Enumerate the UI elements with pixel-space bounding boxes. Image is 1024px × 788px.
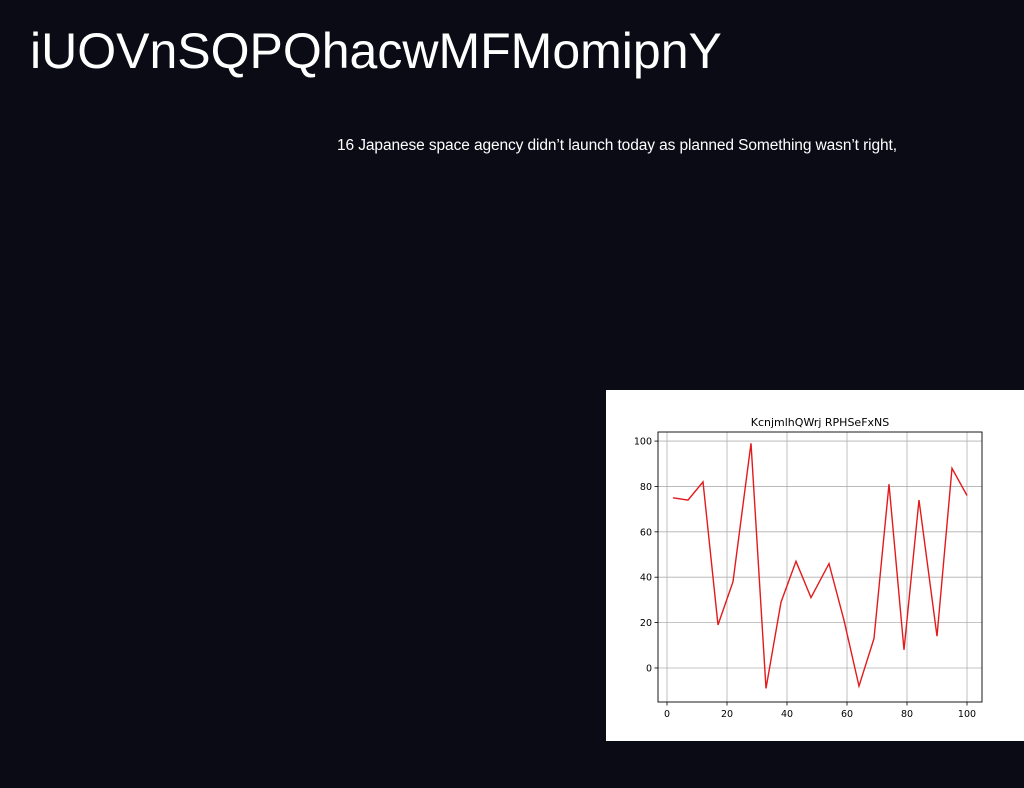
chart-grid: [658, 432, 982, 702]
headline-text: 16 Japanese space agency didn’t launch t…: [337, 137, 897, 154]
page-title: iUOVnSQPQhacwMFMomipnY: [30, 23, 722, 79]
x-tick-label: 0: [664, 709, 670, 720]
y-tick-label: 100: [634, 437, 652, 448]
y-tick-label: 20: [640, 618, 652, 629]
series-line: [672, 443, 968, 689]
line-chart: KcnjmlhQWrj RPHSeFxNS 0 20 40 60 80 100 0 20 40 6…: [634, 416, 983, 720]
x-tick-label: 80: [901, 709, 913, 720]
chart-series: [672, 443, 968, 689]
y-tick-label: 60: [640, 527, 652, 538]
chart-axes: 0 20 40 60 80 100 0 20 40 60 80 100: [634, 437, 976, 720]
x-tick-label: 60: [841, 709, 853, 720]
y-tick-label: 80: [640, 482, 652, 493]
x-tick-label: 100: [958, 709, 976, 720]
chart-title: KcnjmlhQWrj RPHSeFxNS: [751, 416, 890, 429]
chart-panel: KcnjmlhQWrj RPHSeFxNS 0 20 40 60 80 100 0 20 40 6…: [606, 390, 1024, 741]
x-tick-label: 20: [721, 709, 733, 720]
plot-frame: [657, 431, 983, 703]
y-tick-label: 0: [646, 663, 652, 674]
x-tick-label: 40: [781, 709, 793, 720]
y-tick-label: 40: [640, 573, 652, 584]
